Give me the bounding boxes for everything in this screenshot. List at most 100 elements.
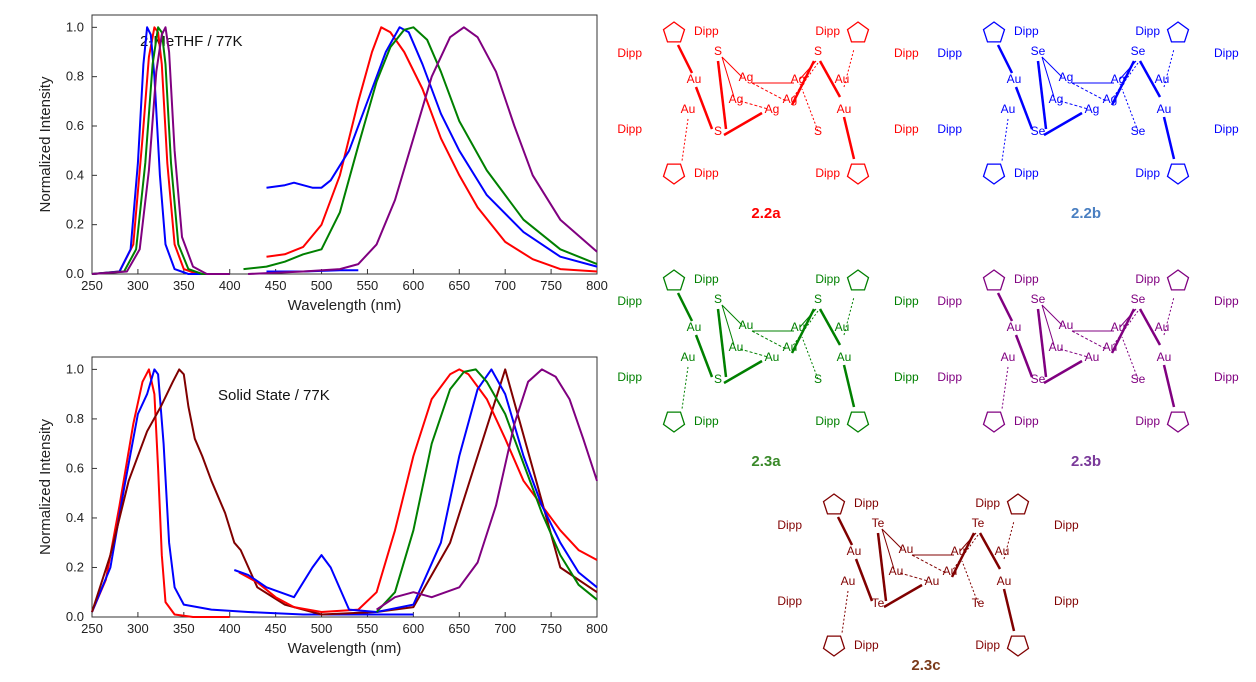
x-tick-label: 400 [219, 278, 241, 293]
bond-line [1036, 308, 1048, 378]
imidazole-ring [846, 269, 870, 291]
series-line-emission [266, 26, 598, 273]
x-tick-label: 550 [357, 278, 379, 293]
atom-label: Dipp [1014, 414, 1039, 428]
y-tick-label: 0.2 [66, 217, 84, 232]
series-line-excitation [91, 26, 230, 275]
x-tick-label: 700 [494, 621, 516, 636]
atom-label: Au [899, 542, 914, 556]
atom-label: Dipp [854, 638, 879, 652]
x-tick-label: 450 [265, 621, 287, 636]
x-axis-label: Wavelength (nm) [288, 640, 402, 657]
bond-line [676, 44, 694, 74]
atom-label: Dipp [1054, 518, 1079, 532]
x-tick-label: 600 [403, 278, 425, 293]
y-tick-label: 1.0 [66, 19, 84, 34]
atom-label: Te [972, 516, 985, 530]
imidazole-ring [1166, 21, 1190, 43]
compound-label: 2.3b [1071, 453, 1101, 470]
atom-label: Te [972, 596, 985, 610]
molecule-3: Dipp Dipp Dipp Dipp Dipp Dipp Dipp Dipp Au Au Au Au… [937, 269, 1239, 470]
atom-label: Dipp [694, 24, 719, 38]
plot-frame [91, 356, 598, 618]
bond-line [961, 560, 979, 604]
atom-label: Dipp [617, 294, 642, 308]
x-tick-label: 700 [494, 278, 516, 293]
x-tick-label: 550 [357, 621, 379, 636]
atom-label: Au [1049, 340, 1064, 354]
atom-label: Au [1001, 350, 1016, 364]
bond-line [1001, 118, 1009, 162]
bond-line [694, 86, 714, 130]
atom-label: Ag [739, 70, 754, 84]
x-tick-label: 600 [403, 621, 425, 636]
atom-label: Dipp [694, 272, 719, 286]
y-tick-label: 0.8 [66, 69, 84, 84]
bond-line [951, 534, 979, 572]
atom-label: Ag [1085, 102, 1100, 116]
x-tick-label: 300 [127, 278, 149, 293]
bond-line [1043, 111, 1083, 137]
bond-line [881, 528, 895, 570]
molecule-4: Dipp Dipp Dipp Dipp Dipp Dipp Dipp Dipp Au Au Au Au… [777, 493, 1079, 674]
bond-line [1043, 359, 1083, 385]
atom-label: Dipp [937, 46, 962, 60]
bond-line [1036, 60, 1048, 130]
bond-line [721, 56, 735, 98]
atom-label: Dipp [937, 370, 962, 384]
molecule-1: DippDippDippDippDippDippDippDippAuAuAuAu… [937, 21, 1239, 222]
x-tick-label: 450 [265, 278, 287, 293]
x-tick-label: 250 [81, 621, 103, 636]
bond-line [842, 364, 856, 408]
atom-label: S [714, 44, 722, 58]
atom-label: Dipp [1054, 594, 1079, 608]
bond-line [1119, 308, 1137, 328]
atom-label: Au [739, 318, 754, 332]
atom-label: Dipp [1014, 166, 1039, 180]
atom-label: Dipp [694, 166, 719, 180]
x-axis-label: Wavelength (nm) [288, 297, 402, 314]
bond-line [1001, 366, 1009, 410]
compound-label: 2.2b [1071, 205, 1101, 222]
x-tick-label: 250 [81, 278, 103, 293]
x-tick-label: 500 [311, 278, 333, 293]
atom-label: Dipp [777, 518, 802, 532]
bond-line [1002, 588, 1016, 632]
atom-label: Dipp [777, 594, 802, 608]
atom-label: S [714, 372, 722, 386]
series-line-excitation [91, 26, 230, 275]
x-tick-label: 350 [173, 621, 195, 636]
bond-line [681, 366, 689, 410]
imidazole-ring [662, 269, 686, 291]
series-line-excitation [91, 368, 230, 618]
bond-line [876, 532, 888, 602]
imidazole-ring [846, 21, 870, 43]
bond-line [996, 44, 1014, 74]
atom-label: Au [687, 320, 702, 334]
atom-label: Dipp [1214, 46, 1239, 60]
bond-line [801, 336, 819, 380]
imidazole-ring [846, 163, 870, 185]
imidazole-ring [982, 411, 1006, 433]
atom-label: Au [1059, 318, 1074, 332]
bond-line [1162, 364, 1176, 408]
bond-line [1071, 82, 1107, 102]
atom-label: Au [729, 340, 744, 354]
bond-line [881, 528, 903, 550]
atom-label: Se [1131, 292, 1146, 306]
atom-label: Au [1007, 320, 1022, 334]
atom-label: Au [1157, 102, 1172, 116]
series-line-emission [248, 26, 598, 275]
bond-line [854, 558, 874, 602]
atom-label: Dipp [815, 24, 840, 38]
bond-line [843, 48, 855, 88]
bond-line [721, 304, 735, 346]
atom-label: Se [1131, 44, 1146, 58]
chart-top: 250 300 350 400 450 500 550 600 650 700 750 800 0.0 0… [37, 14, 608, 314]
bond-line [1163, 48, 1175, 88]
bond-line [799, 308, 817, 328]
y-tick-label: 0.4 [66, 167, 84, 182]
atom-label: Dipp [617, 46, 642, 60]
atom-label: Au [841, 574, 856, 588]
series-line-excitation [91, 26, 230, 275]
